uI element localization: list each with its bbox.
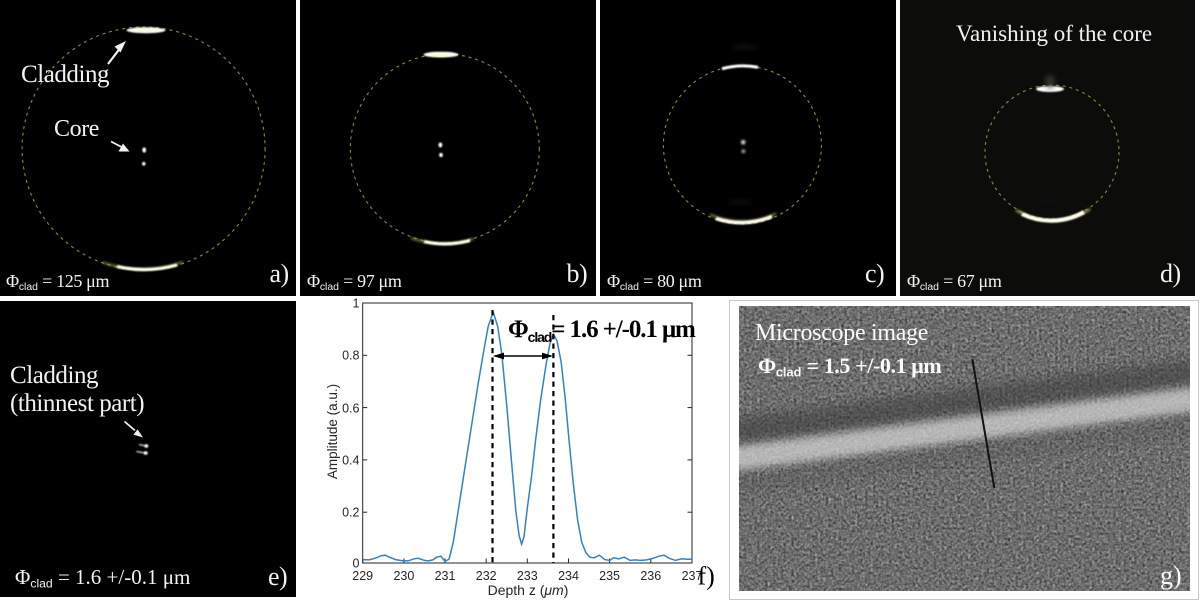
svg-text:237: 237 <box>682 569 703 583</box>
svg-text:229: 229 <box>352 569 373 583</box>
svg-text:233: 233 <box>517 569 538 583</box>
svg-text:Depth z (μm): Depth z (μm) <box>488 582 569 598</box>
svg-text:0.4: 0.4 <box>342 454 359 468</box>
svg-text:234: 234 <box>558 569 579 583</box>
svg-text:230: 230 <box>393 569 414 583</box>
svg-text:0.2: 0.2 <box>342 506 359 520</box>
svg-text:Φclad= 1.6 +/-0.1 μm: Φclad= 1.6 +/-0.1 μm <box>508 316 696 345</box>
svg-text:1: 1 <box>353 297 360 311</box>
svg-text:Amplitude (a.u.): Amplitude (a.u.) <box>325 384 340 479</box>
svg-text:f): f) <box>698 562 715 591</box>
svg-text:0.6: 0.6 <box>342 402 359 416</box>
svg-text:236: 236 <box>640 569 661 583</box>
svg-text:232: 232 <box>476 569 497 583</box>
svg-text:231: 231 <box>435 569 456 583</box>
svg-text:0.8: 0.8 <box>342 349 359 363</box>
svg-text:235: 235 <box>599 569 620 583</box>
svg-text:0: 0 <box>353 557 360 571</box>
